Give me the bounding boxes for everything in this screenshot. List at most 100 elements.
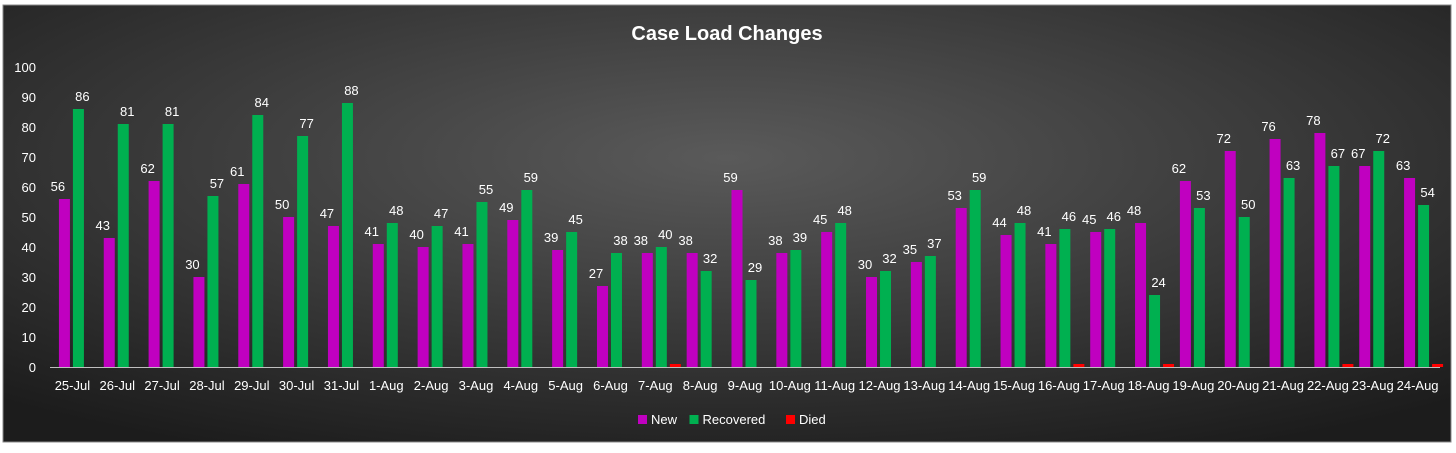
data-label-new: 50 — [275, 197, 289, 212]
y-tick-label: 70 — [22, 150, 36, 165]
bar-new-11-Aug — [821, 232, 833, 367]
bar-new-20-Aug — [1224, 151, 1236, 367]
y-tick-label: 10 — [22, 330, 36, 345]
data-label-new: 41 — [454, 224, 468, 239]
data-label-recovered: 72 — [1376, 131, 1390, 146]
x-tick-label: 7-Aug — [638, 378, 673, 393]
x-tick-label: 20-Aug — [1217, 378, 1259, 393]
x-tick-label: 9-Aug — [728, 378, 763, 393]
bar-recovered-24-Aug — [1418, 205, 1430, 367]
data-label-new: 59 — [723, 170, 737, 185]
data-label-new: 45 — [813, 212, 827, 227]
data-label-new: 56 — [51, 179, 65, 194]
data-label-new: 40 — [409, 227, 423, 242]
bar-recovered-5-Aug — [566, 232, 578, 367]
bars — [58, 103, 1444, 367]
data-label-new: 39 — [544, 230, 558, 245]
legend-swatch-recovered — [689, 415, 699, 424]
bar-new-7-Aug — [641, 253, 653, 367]
data-label-new: 44 — [992, 215, 1006, 230]
bar-new-1-Aug — [372, 244, 384, 367]
bar-new-17-Aug — [1090, 232, 1102, 367]
bar-recovered-7-Aug — [655, 247, 667, 367]
bar-recovered-3-Aug — [476, 202, 488, 367]
data-label-recovered: 32 — [882, 251, 896, 266]
x-tick-label: 24-Aug — [1397, 378, 1439, 393]
bar-recovered-26-Jul — [117, 124, 129, 367]
data-label-recovered: 57 — [210, 176, 224, 191]
data-label-recovered: 81 — [120, 104, 134, 119]
bar-recovered-19-Aug — [1193, 208, 1205, 367]
data-label-new: 53 — [947, 188, 961, 203]
bar-new-10-Aug — [776, 253, 788, 367]
data-label-recovered: 54 — [1420, 185, 1434, 200]
data-label-recovered: 84 — [255, 95, 269, 110]
data-label-recovered: 67 — [1331, 146, 1345, 161]
y-tick-label: 40 — [22, 240, 36, 255]
bar-recovered-15-Aug — [1014, 223, 1026, 367]
x-tick-label: 25-Jul — [55, 378, 91, 393]
data-label-recovered: 77 — [299, 116, 313, 131]
data-label-new: 35 — [903, 242, 917, 257]
bar-died-7-Aug — [669, 364, 681, 367]
bar-died-24-Aug — [1432, 364, 1444, 367]
data-label-recovered: 46 — [1062, 209, 1076, 224]
bar-recovered-10-Aug — [790, 250, 802, 367]
x-tick-label: 28-Jul — [189, 378, 225, 393]
data-label-new: 76 — [1261, 119, 1275, 134]
data-label-recovered: 53 — [1196, 188, 1210, 203]
y-tick-label: 60 — [22, 180, 36, 195]
bar-new-18-Aug — [1135, 223, 1147, 367]
bar-new-27-Jul — [148, 181, 160, 367]
x-tick-label: 17-Aug — [1083, 378, 1125, 393]
y-tick-label: 90 — [22, 90, 36, 105]
bar-new-5-Aug — [552, 250, 564, 367]
y-tick-label: 20 — [22, 300, 36, 315]
data-label-new: 41 — [365, 224, 379, 239]
x-tick-label: 16-Aug — [1038, 378, 1080, 393]
x-tick-label: 3-Aug — [459, 378, 494, 393]
bar-recovered-28-Jul — [207, 196, 219, 367]
bar-new-8-Aug — [686, 253, 698, 367]
data-label-new: 67 — [1351, 146, 1365, 161]
data-label-new: 62 — [140, 161, 154, 176]
data-label-recovered: 59 — [972, 170, 986, 185]
bar-recovered-8-Aug — [700, 271, 712, 367]
data-label-new: 38 — [768, 233, 782, 248]
bar-recovered-2-Aug — [431, 226, 443, 367]
bar-recovered-9-Aug — [745, 280, 757, 367]
x-tick-label: 5-Aug — [548, 378, 583, 393]
legend-label-died: Died — [799, 412, 826, 427]
x-tick-label: 27-Jul — [144, 378, 180, 393]
data-label-recovered: 32 — [703, 251, 717, 266]
bar-died-18-Aug — [1163, 364, 1175, 367]
data-label-recovered: 48 — [837, 203, 851, 218]
x-tick-label: 21-Aug — [1262, 378, 1304, 393]
bar-new-23-Aug — [1359, 166, 1371, 367]
data-label-recovered: 55 — [479, 182, 493, 197]
x-tick-label: 6-Aug — [593, 378, 628, 393]
bar-recovered-17-Aug — [1104, 229, 1116, 367]
bar-new-16-Aug — [1045, 244, 1057, 367]
legend-swatch-died — [786, 415, 795, 424]
x-tick-label: 19-Aug — [1172, 378, 1214, 393]
bar-recovered-30-Jul — [297, 136, 309, 367]
bar-new-25-Jul — [58, 199, 70, 367]
legend: New Recovered Died — [638, 412, 826, 427]
data-label-recovered: 48 — [1017, 203, 1031, 218]
data-label-recovered: 88 — [344, 83, 358, 98]
x-tick-label: 2-Aug — [414, 378, 449, 393]
data-label-recovered: 45 — [568, 212, 582, 227]
x-tick-label: 23-Aug — [1352, 378, 1394, 393]
bar-new-12-Aug — [866, 277, 878, 367]
y-tick-label: 0 — [29, 360, 36, 375]
bar-new-29-Jul — [238, 184, 250, 367]
chart-title: Case Load Changes — [631, 23, 822, 45]
x-tick-label: 8-Aug — [683, 378, 718, 393]
data-label-new: 62 — [1172, 161, 1186, 176]
data-label-recovered: 38 — [613, 233, 627, 248]
x-tick-label: 13-Aug — [903, 378, 945, 393]
bar-new-19-Aug — [1179, 181, 1191, 367]
data-label-new: 63 — [1396, 158, 1410, 173]
x-tick-label: 31-Jul — [324, 378, 360, 393]
